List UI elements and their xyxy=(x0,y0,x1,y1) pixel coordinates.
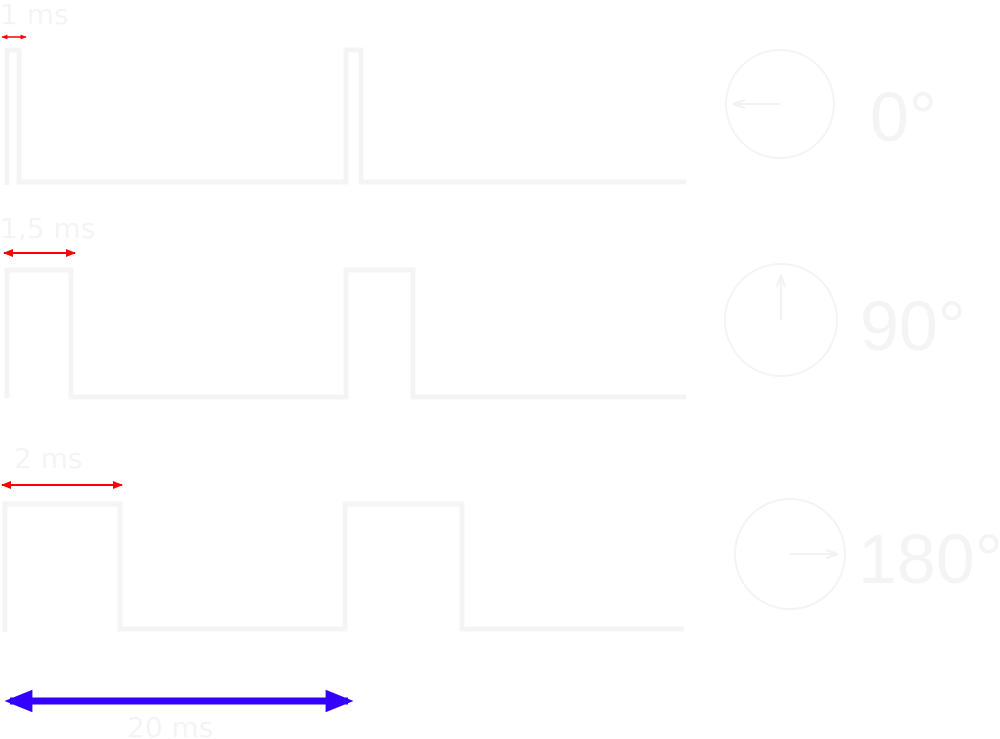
pulse-width-label-2ms: 2 ms xyxy=(14,442,83,475)
pwm-waveform-1-5ms xyxy=(4,267,686,400)
angle-label-0deg: 0° xyxy=(870,78,937,156)
up-arrow-icon xyxy=(776,274,786,320)
period-indicator: 20 ms xyxy=(4,689,354,739)
period-label: 20 ms xyxy=(127,711,213,739)
pulse-width-label-1ms: 1 ms xyxy=(0,0,69,31)
angle-label-180deg: 180° xyxy=(858,520,1000,598)
left-arrow-icon xyxy=(732,99,780,109)
right-arrow-icon xyxy=(790,549,839,559)
pulse-row-2ms: 2 ms 180° xyxy=(1,442,1000,632)
servo-dial-90deg xyxy=(724,263,838,377)
servo-dial-180deg xyxy=(734,498,846,610)
pwm-waveform-2ms xyxy=(2,501,684,632)
pulse-row-1-5ms: 1,5 ms 90° xyxy=(0,212,966,400)
pwm-waveform-1ms xyxy=(4,47,686,185)
pulse-width-label-1-5ms: 1,5 ms xyxy=(0,212,95,245)
pulse-row-1ms: 1 ms 0° xyxy=(0,0,937,185)
servo-dial-0deg xyxy=(725,49,835,159)
angle-label-90deg: 90° xyxy=(860,287,966,365)
